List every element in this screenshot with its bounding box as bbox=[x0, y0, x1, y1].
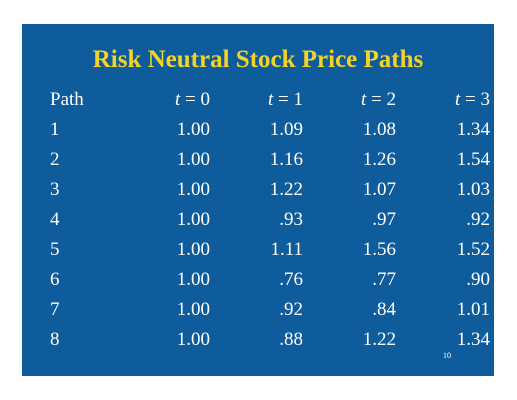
header-t0: t = 0 bbox=[102, 85, 210, 115]
cell-t2: .77 bbox=[372, 269, 396, 290]
cell-t1: .92 bbox=[279, 299, 303, 320]
cell-t3: .92 bbox=[466, 209, 490, 230]
header-path: Path bbox=[50, 89, 84, 110]
header-t0-rest: = 0 bbox=[180, 89, 210, 110]
cell-t1: 1.22 bbox=[269, 179, 303, 200]
cell-t3: 1.01 bbox=[456, 299, 490, 320]
cell-t3: 1.52 bbox=[456, 239, 490, 260]
header-t3: t = 3 bbox=[396, 85, 490, 115]
cell-t1: .93 bbox=[279, 209, 303, 230]
cell-t2: 1.22 bbox=[362, 329, 396, 350]
cell-path: 4 bbox=[50, 209, 60, 230]
cell-path: 2 bbox=[50, 149, 60, 170]
header-t2-rest: = 2 bbox=[366, 89, 396, 110]
cell-t1: 1.09 bbox=[269, 119, 303, 140]
cell-t2: 1.26 bbox=[362, 149, 396, 170]
cell-t1: .76 bbox=[279, 269, 303, 290]
table-row: 6 1.00 .76 .77 .90 bbox=[50, 265, 490, 295]
header-t2: t = 2 bbox=[303, 85, 396, 115]
header-t1-rest: = 1 bbox=[273, 89, 303, 110]
cell-path: 6 bbox=[50, 269, 60, 290]
cell-t0: 1.00 bbox=[176, 269, 210, 290]
cell-t2: 1.07 bbox=[362, 179, 396, 200]
table-row: 5 1.00 1.11 1.56 1.52 bbox=[50, 235, 490, 265]
stock-price-paths-table: Path t = 0 t = 1 t = 2 t = 3 1 1.00 1.09… bbox=[50, 85, 490, 355]
cell-path: 8 bbox=[50, 329, 60, 350]
cell-t0: 1.00 bbox=[176, 299, 210, 320]
cell-t3: 1.34 bbox=[456, 329, 490, 350]
cell-t3: 1.54 bbox=[456, 149, 490, 170]
cell-path: 7 bbox=[50, 299, 60, 320]
page-number: 10 bbox=[443, 351, 451, 360]
header-t1: t = 1 bbox=[210, 85, 303, 115]
table-row: 3 1.00 1.22 1.07 1.03 bbox=[50, 175, 490, 205]
header-t1-var: t bbox=[268, 89, 274, 110]
cell-t2: 1.08 bbox=[362, 119, 396, 140]
cell-t2: .84 bbox=[372, 299, 396, 320]
table-row: 4 1.00 .93 .97 .92 bbox=[50, 205, 490, 235]
cell-t0: 1.00 bbox=[176, 149, 210, 170]
slide-title: Risk Neutral Stock Price Paths bbox=[92, 46, 424, 73]
cell-t3: .90 bbox=[466, 269, 490, 290]
cell-t0: 1.00 bbox=[176, 239, 210, 260]
cell-t2: 1.56 bbox=[362, 239, 396, 260]
header-t3-rest: = 3 bbox=[460, 89, 490, 110]
table-row: 7 1.00 .92 .84 1.01 bbox=[50, 295, 490, 325]
cell-t1: .88 bbox=[279, 329, 303, 350]
table-row: 1 1.00 1.09 1.08 1.34 bbox=[50, 115, 490, 145]
header-t0-var: t bbox=[175, 89, 181, 110]
cell-t0: 1.00 bbox=[176, 119, 210, 140]
cell-t0: 1.00 bbox=[176, 209, 210, 230]
table-header-row: Path t = 0 t = 1 t = 2 t = 3 bbox=[50, 85, 490, 115]
cell-path: 3 bbox=[50, 179, 60, 200]
table-row: 2 1.00 1.16 1.26 1.54 bbox=[50, 145, 490, 175]
cell-path: 5 bbox=[50, 239, 60, 260]
cell-t3: 1.34 bbox=[456, 119, 490, 140]
cell-t2: .97 bbox=[372, 209, 396, 230]
cell-t0: 1.00 bbox=[176, 179, 210, 200]
cell-t0: 1.00 bbox=[176, 329, 210, 350]
cell-path: 1 bbox=[50, 119, 60, 140]
table-row: 8 1.00 .88 1.22 1.34 bbox=[50, 325, 490, 355]
cell-t1: 1.16 bbox=[269, 149, 303, 170]
header-t2-var: t bbox=[361, 89, 367, 110]
slide: Risk Neutral Stock Price Paths Path t = … bbox=[22, 24, 494, 376]
header-t3-var: t bbox=[455, 89, 461, 110]
cell-t3: 1.03 bbox=[456, 179, 490, 200]
cell-t1: 1.11 bbox=[270, 239, 303, 260]
